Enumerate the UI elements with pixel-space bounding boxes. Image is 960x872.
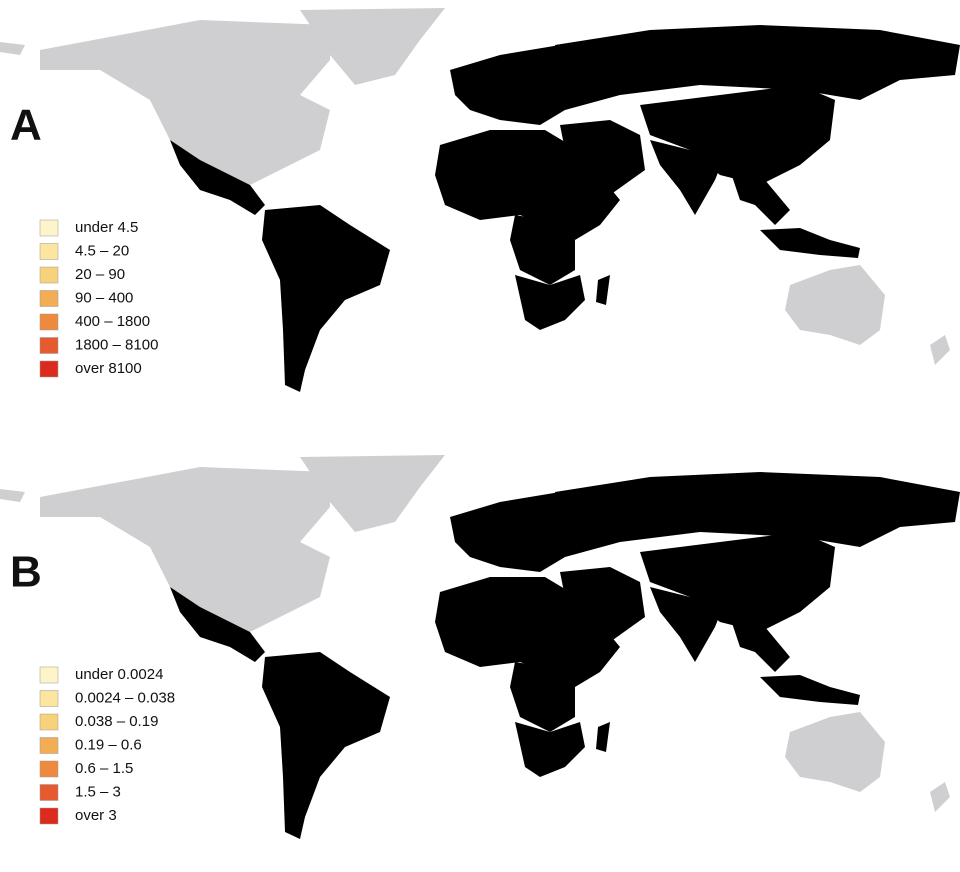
legend-swatch: [39, 337, 59, 354]
legend-label: 1.5 – 3: [75, 783, 121, 800]
legend-swatch: [39, 360, 59, 378]
legend-label: 1800 – 8100: [75, 336, 158, 353]
panel-label: A: [10, 101, 42, 150]
legend-swatch: [39, 290, 59, 307]
legend-swatch: [39, 713, 59, 731]
legend-label: over 3: [75, 807, 117, 824]
map-a: [0, 8, 960, 392]
legend-label: 90 – 400: [75, 289, 133, 306]
legend-swatch: [39, 666, 59, 684]
legend-label: 0.0024 – 0.038: [75, 689, 175, 706]
legend-label: 0.6 – 1.5: [75, 760, 133, 777]
legend-label: over 8100: [75, 360, 142, 377]
legend-label: under 0.0024: [75, 666, 163, 683]
legend-swatch: [39, 219, 59, 237]
legend-label: 400 – 1800: [75, 313, 150, 330]
panel-label: B: [10, 548, 42, 597]
legend-swatch: [39, 313, 59, 331]
legend-swatch: [39, 760, 59, 778]
legend-swatch: [39, 243, 59, 260]
legend-label: 20 – 90: [75, 266, 125, 283]
legend-label: 0.038 – 0.19: [75, 713, 158, 730]
legend-swatch: [39, 784, 59, 801]
legend-label: under 4.5: [75, 219, 138, 236]
map-b: [0, 455, 960, 839]
legend-swatch: [39, 737, 59, 754]
legend-swatch: [39, 807, 59, 825]
legend-swatch: [39, 266, 59, 284]
legend-label: 0.19 – 0.6: [75, 736, 142, 753]
legend-swatch: [39, 690, 59, 707]
legend-label: 4.5 – 20: [75, 242, 129, 259]
